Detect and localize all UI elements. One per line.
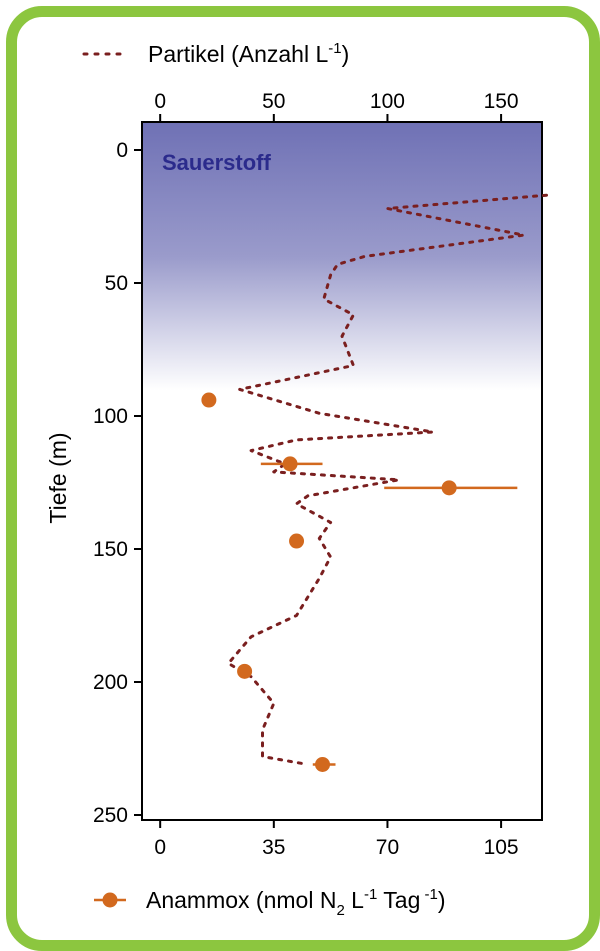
anammox-point <box>201 392 217 408</box>
y-tick-label: 200 <box>93 671 128 694</box>
oxygen-zone <box>143 123 541 391</box>
anammox-point <box>282 456 298 472</box>
bottom-x-tick-label: 105 <box>484 836 519 859</box>
y-tick-label: 0 <box>116 139 128 162</box>
anammox-legend-marker <box>102 892 118 908</box>
anammox-point <box>441 480 457 496</box>
y-axis-title: Tiefe (m) <box>45 432 71 523</box>
y-tick-label: 250 <box>93 804 128 827</box>
y-tick-label: 150 <box>93 538 128 561</box>
plot-area <box>141 121 543 821</box>
y-tick-label: 50 <box>105 272 128 295</box>
anammox-point <box>315 756 331 772</box>
anammox-legend-label: Anammox (nmol N2 L-1 Tag -1) <box>146 886 446 919</box>
top-x-tick-label: 100 <box>370 90 405 113</box>
anammox-point <box>289 533 305 549</box>
oxygen-zone-label: Sauerstoff <box>162 150 271 175</box>
top-x-tick-label: 0 <box>154 90 166 113</box>
particle-legend-label: Partikel (Anzahl L-1) <box>148 40 349 67</box>
top-x-tick-label: 150 <box>484 90 519 113</box>
particle-series-line <box>226 193 548 766</box>
anammox-point <box>237 663 253 679</box>
chart-marks <box>201 193 548 772</box>
top-x-tick-label: 50 <box>262 90 285 113</box>
bottom-x-tick-label: 35 <box>262 836 285 859</box>
y-tick-label: 100 <box>93 405 128 428</box>
bottom-x-tick-label: 70 <box>376 836 399 859</box>
bottom-x-tick-label: 0 <box>154 836 166 859</box>
